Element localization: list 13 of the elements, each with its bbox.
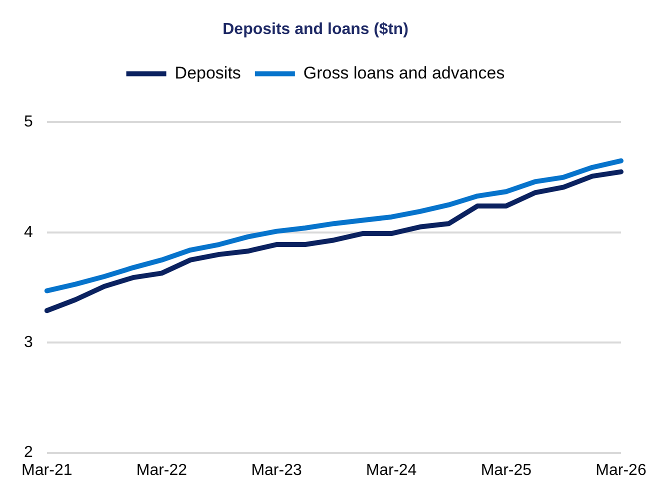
y-tick-label: 2 bbox=[24, 444, 33, 462]
x-tick-label: Mar-24 bbox=[366, 462, 417, 479]
y-tick-label: 5 bbox=[24, 114, 33, 131]
x-tick-label: Mar-22 bbox=[136, 462, 188, 479]
legend-label: Deposits bbox=[174, 63, 241, 82]
x-tick-label: Mar-21 bbox=[22, 462, 72, 479]
y-tick-label: 3 bbox=[24, 334, 33, 352]
x-tick-label: Mar-25 bbox=[480, 462, 532, 479]
x-tick-label: Mar-23 bbox=[251, 462, 302, 479]
legend-label: Gross loans and advances bbox=[303, 63, 505, 82]
x-tick-label: Mar-26 bbox=[596, 462, 646, 479]
y-tick-label: 4 bbox=[24, 224, 33, 241]
chart-title: Deposits and loans ($tn) bbox=[222, 21, 408, 38]
